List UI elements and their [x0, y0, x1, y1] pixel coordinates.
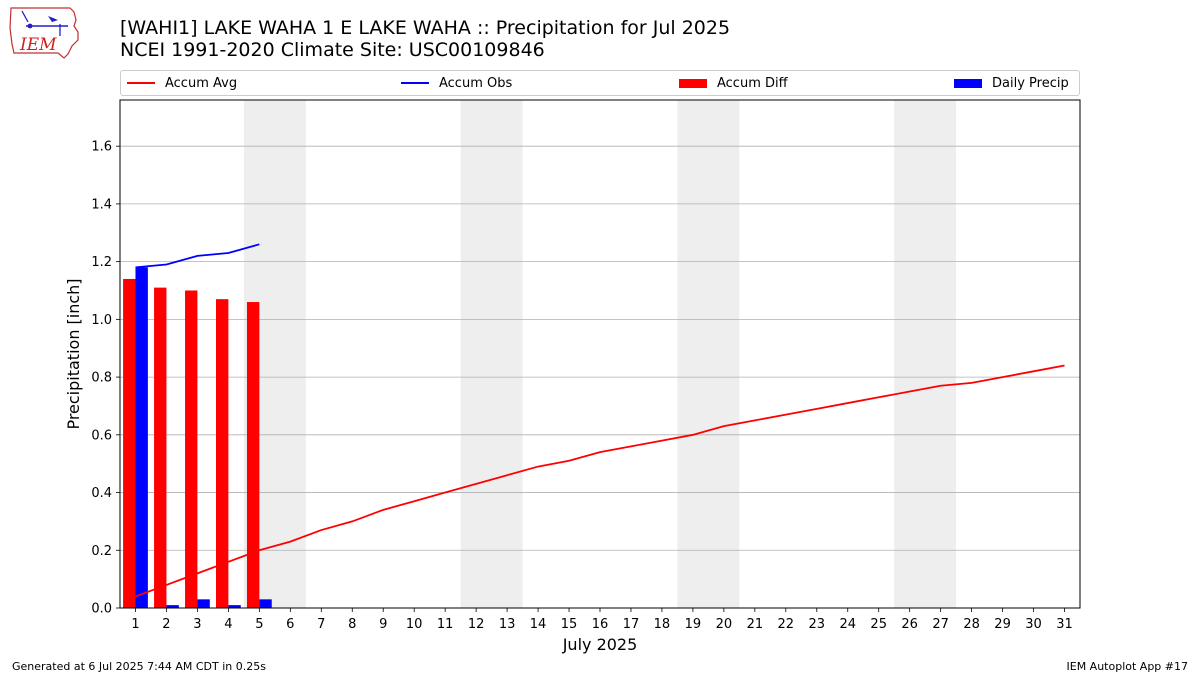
bar-accum-diff — [154, 287, 167, 608]
x-tick-label: 20 — [716, 617, 733, 632]
x-tick-label: 16 — [592, 617, 609, 632]
legend-item-daily-precip: Daily Precip — [954, 71, 1069, 95]
legend-swatch-daily-precip — [954, 78, 982, 88]
x-tick-label: 22 — [778, 617, 795, 632]
legend-item-accum-diff: Accum Diff — [679, 71, 788, 95]
bar-accum-diff — [216, 299, 229, 608]
x-tick-label: 15 — [561, 617, 578, 632]
legend-swatch-accum-avg — [127, 82, 155, 84]
x-tick-label: 14 — [530, 617, 547, 632]
x-tick-label: 1 — [131, 617, 139, 632]
x-tick-label: 21 — [747, 617, 764, 632]
y-tick-label: 1.2 — [91, 255, 112, 270]
x-tick-label: 25 — [870, 617, 887, 632]
weekend-shade — [677, 100, 740, 608]
chart-subtitle: NCEI 1991-2020 Climate Site: USC00109846 — [120, 39, 545, 61]
x-tick-label: 19 — [685, 617, 702, 632]
y-tick-label: 1.6 — [91, 140, 112, 155]
y-tick-label: 0.4 — [91, 486, 112, 501]
x-tick-label: 28 — [963, 617, 980, 632]
y-tick-label: 0.0 — [91, 602, 112, 617]
x-tick-label: 11 — [437, 617, 454, 632]
weekend-shade — [460, 100, 523, 608]
bar-daily-precip — [135, 267, 148, 608]
x-tick-label: 29 — [994, 617, 1011, 632]
legend-label-daily-precip: Daily Precip — [992, 75, 1069, 91]
weekend-shade — [894, 100, 957, 608]
x-tick-label: 12 — [468, 617, 485, 632]
legend-item-accum-obs: Accum Obs — [401, 71, 512, 95]
x-tick-label: 24 — [839, 617, 856, 632]
y-tick-label: 1.0 — [91, 313, 112, 328]
iem-logo: IEM — [8, 6, 82, 60]
autoplot-app-label: IEM Autoplot App #17 — [1066, 660, 1189, 673]
y-tick-label: 0.2 — [91, 544, 112, 559]
legend-label-accum-diff: Accum Diff — [717, 75, 788, 91]
x-tick-label: 7 — [317, 617, 325, 632]
x-tick-label: 5 — [255, 617, 263, 632]
bar-accum-diff — [185, 290, 198, 608]
bar-accum-diff — [123, 278, 136, 608]
legend-label-accum-obs: Accum Obs — [439, 75, 513, 91]
legend-swatch-accum-diff — [679, 78, 707, 88]
y-axis-label: Precipitation [inch] — [64, 278, 83, 429]
x-tick-label: 2 — [162, 617, 170, 632]
legend-item-accum-avg: Accum Avg — [127, 71, 237, 95]
x-tick-label: 3 — [193, 617, 201, 632]
bar-daily-precip — [259, 599, 272, 608]
x-tick-label: 4 — [224, 617, 232, 632]
legend-swatch-accum-obs — [401, 82, 429, 84]
line-accum-avg — [135, 364, 1065, 598]
line-accum-obs — [135, 243, 260, 269]
logo-text: IEM — [19, 35, 57, 55]
x-tick-label: 8 — [348, 617, 356, 632]
x-tick-label: 30 — [1025, 617, 1042, 632]
x-tick-label: 10 — [406, 617, 423, 632]
x-tick-label: 6 — [286, 617, 294, 632]
y-tick-label: 0.8 — [91, 371, 112, 386]
y-tick-label: 0.6 — [91, 428, 112, 443]
x-tick-label: 27 — [932, 617, 949, 632]
x-tick-label: 26 — [901, 617, 918, 632]
x-tick-label: 31 — [1056, 617, 1073, 632]
chart-title: [WAHI1] LAKE WAHA 1 E LAKE WAHA :: Preci… — [120, 17, 731, 39]
x-tick-label: 9 — [379, 617, 387, 632]
x-tick-label: 17 — [623, 617, 640, 632]
bar-daily-precip — [228, 605, 241, 608]
generated-timestamp: Generated at 6 Jul 2025 7:44 AM CDT in 0… — [12, 660, 266, 673]
x-tick-label: 18 — [654, 617, 671, 632]
bar-accum-diff — [246, 302, 260, 608]
bar-daily-precip — [166, 605, 179, 608]
chart-legend: Accum Avg Accum Obs Accum Diff Daily Pre… — [120, 70, 1080, 96]
x-tick-label: 23 — [809, 617, 826, 632]
legend-label-accum-avg: Accum Avg — [165, 75, 238, 91]
x-tick-label: 13 — [499, 617, 516, 632]
x-axis-label: July 2025 — [562, 635, 638, 654]
bar-daily-precip — [197, 599, 210, 608]
plot-frame — [119, 99, 1081, 609]
y-tick-label: 1.4 — [91, 197, 112, 212]
